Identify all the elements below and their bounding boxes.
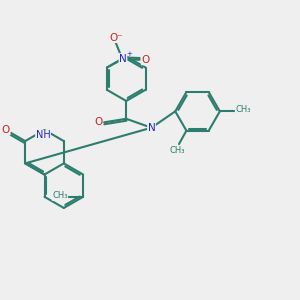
Text: N: N	[148, 123, 155, 133]
Text: O: O	[2, 125, 10, 135]
Text: CH₃: CH₃	[235, 105, 251, 114]
Text: +: +	[126, 51, 132, 57]
Text: N: N	[119, 54, 127, 64]
Text: CH₃: CH₃	[170, 146, 185, 155]
Text: O⁻: O⁻	[109, 32, 123, 43]
Text: CH₃: CH₃	[52, 191, 68, 200]
Text: NH: NH	[36, 130, 50, 140]
Text: O: O	[94, 117, 103, 127]
Text: O: O	[141, 55, 150, 65]
